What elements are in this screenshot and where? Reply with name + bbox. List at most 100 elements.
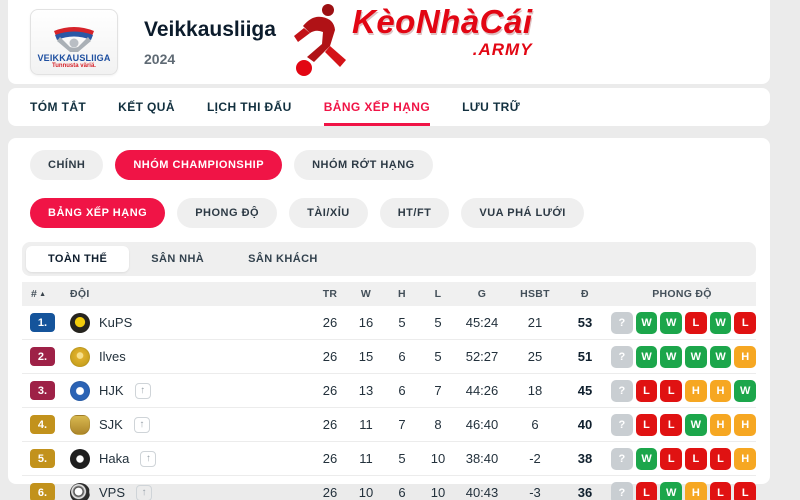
view-htft-button[interactable]: HT/FT [379,198,450,228]
col-draws[interactable]: H [398,288,406,300]
goals-value: 38:40 [465,451,499,466]
form-badge[interactable]: ? [611,447,633,470]
form-badge[interactable]: W [635,345,658,368]
team-name[interactable]: HJK [99,383,124,398]
form-badge[interactable]: W [660,311,683,334]
form-badge[interactable]: L [660,413,683,436]
form-badge[interactable]: W [685,345,707,368]
view-standings-button[interactable]: BẢNG XẾP HẠNG [30,198,166,228]
filter-championship-group-button[interactable]: NHÓM CHAMPIONSHIP [115,150,283,180]
form-badge[interactable]: L [709,447,732,470]
form-cell: ? L W H L L [608,481,757,500]
goal-diff-value: 25 [527,349,543,364]
table-row[interactable]: 4. SJK ↑ 26 11 7 8 46:40 6 40 ? L L W H … [22,408,757,442]
losses-value: 7 [434,383,442,398]
brand-logo[interactable]: KèoNhàCái .ARMY [292,2,533,76]
team-cell[interactable]: KuPS [62,312,312,333]
losses-value: 5 [434,349,442,364]
team-name[interactable]: SJK [99,417,123,432]
col-losses[interactable]: L [434,288,442,300]
form-badge[interactable]: W [635,311,658,334]
played-value: 26 [322,485,338,500]
table-row[interactable]: 2. Ilves 26 15 6 5 52:27 25 51 ? W W W W… [22,340,757,374]
form-badge[interactable]: L [709,481,732,500]
form-badge[interactable]: W [660,345,683,368]
team-name[interactable]: Ilves [99,349,126,364]
form-badge[interactable]: H [685,379,707,402]
form-badge[interactable]: L [685,447,707,470]
form-badge[interactable]: H [734,345,757,368]
form-badge[interactable]: L [660,447,683,470]
main-content: CHÍNH NHÓM CHAMPIONSHIP NHÓM RỚT HẠNG BẢ… [8,138,770,500]
col-form[interactable]: PHONG ĐỘ [652,288,712,300]
form-badge[interactable]: W [709,345,732,368]
col-goals[interactable]: G [477,288,487,300]
rank-badge: 6. [30,483,55,500]
scope-tab-overall[interactable]: TOÀN THỂ [26,246,130,272]
form-badge[interactable]: L [635,379,658,402]
view-over-under-button[interactable]: TÀI/XỈU [289,198,368,228]
form-badge[interactable]: H [709,413,732,436]
col-team[interactable]: ĐỘI [70,288,90,300]
scope-tab-away[interactable]: SÂN KHÁCH [226,246,340,272]
col-rank[interactable]: # ▲ [31,288,47,300]
nav-bar: TÓM TẮT KẾT QUẢ LỊCH THI ĐẤU BẢNG XẾP HẠ… [8,88,770,126]
form-badge[interactable]: L [685,311,707,334]
form-badge[interactable]: H [734,413,757,436]
form-badge[interactable]: W [635,447,658,470]
team-name[interactable]: KuPS [99,315,133,330]
col-points[interactable]: Đ [581,288,589,300]
nav-tab-archive[interactable]: LƯU TRỮ [462,100,521,114]
table-row[interactable]: 5. Haka ↑ 26 11 5 10 38:40 -2 38 ? W L L… [22,442,757,476]
header: VEIKKAUSLIIGA Tunnusta väriä. Veikkausli… [8,0,770,84]
form-badge[interactable]: ? [611,413,633,436]
view-top-scorers-button[interactable]: VUA PHÁ LƯỚI [461,198,584,228]
form-badge[interactable]: ? [611,311,633,334]
form-badge[interactable]: W [709,311,732,334]
col-played[interactable]: TR [322,288,338,300]
nav-tab-fixtures[interactable]: LỊCH THI ĐẤU [206,100,292,114]
wins-value: 13 [358,383,374,398]
table-row[interactable]: 6. VPS ↑ 26 10 6 10 40:43 -3 36 ? L W H … [22,476,757,500]
filter-relegation-group-button[interactable]: NHÓM RỚT HẠNG [294,150,433,180]
team-logo-ilves [70,346,90,367]
nav-tab-standings[interactable]: BẢNG XẾP HẠNG [323,88,431,126]
form-badge[interactable]: L [734,481,757,500]
goals-value: 45:24 [465,315,499,330]
form-cell: ? W W W W H [608,345,757,368]
filter-main-button[interactable]: CHÍNH [30,150,104,180]
team-cell[interactable]: SJK ↑ [62,414,312,435]
scope-tab-home[interactable]: SÂN NHÀ [129,246,226,272]
view-form-button[interactable]: PHONG ĐỘ [177,198,278,228]
form-badge[interactable]: W [734,379,757,402]
nav-tab-results[interactable]: KẾT QUẢ [118,100,175,114]
goal-diff-value: 21 [527,315,543,330]
col-goal-diff[interactable]: HSBT [520,288,550,300]
goals-value: 44:26 [465,383,499,398]
team-name[interactable]: VPS [99,485,126,500]
form-badge[interactable]: L [734,311,757,334]
team-cell[interactable]: Haka ↑ [62,448,312,469]
team-cell[interactable]: HJK ↑ [62,380,312,401]
losses-value: 5 [434,315,442,330]
points-value: 38 [577,451,593,466]
team-cell[interactable]: VPS ↑ [62,482,312,500]
team-name[interactable]: Haka [99,451,130,466]
form-badge[interactable]: L [635,413,658,436]
form-badge[interactable]: H [734,447,757,470]
form-badge[interactable]: ? [611,379,633,402]
form-badge[interactable]: ? [611,345,633,368]
form-badge[interactable]: L [635,481,658,500]
form-badge[interactable]: W [685,413,707,436]
form-badge[interactable]: ? [611,481,633,500]
table-row[interactable]: 1. KuPS 26 16 5 5 45:24 21 53 ? W W L W … [22,306,757,340]
form-badge[interactable]: H [709,379,732,402]
soccer-player-icon [294,4,346,76]
nav-tab-summary[interactable]: TÓM TẮT [30,100,87,114]
table-row[interactable]: 3. HJK ↑ 26 13 6 7 44:26 18 45 ? L L H H… [22,374,757,408]
form-badge[interactable]: W [660,481,683,500]
form-badge[interactable]: L [660,379,683,402]
col-wins[interactable]: W [360,288,372,300]
form-badge[interactable]: H [685,481,707,500]
team-cell[interactable]: Ilves [62,346,312,367]
